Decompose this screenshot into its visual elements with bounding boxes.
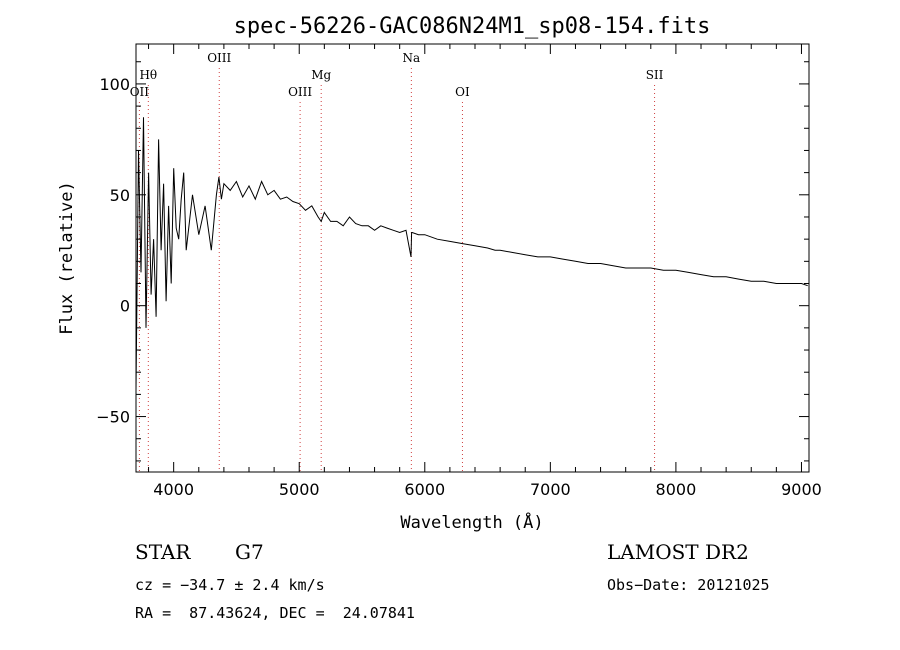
chart-title: spec-56226-GAC086N24M1_sp08-154.fits (234, 14, 711, 39)
emission-line-label: Mg (311, 68, 331, 82)
y-tick-label: 50 (110, 186, 130, 205)
y-tick-label: 0 (120, 297, 130, 316)
object-class: STAR (135, 540, 191, 564)
x-tick-label: 5000 (279, 480, 320, 499)
emission-line-label: OII (130, 85, 150, 99)
emission-line-labels: OII Hθ OIII OIII Mg Na OI SII (130, 51, 664, 99)
emission-line-label: OI (455, 85, 470, 99)
emission-line-label: Na (403, 51, 421, 65)
x-tick-label: 6000 (404, 480, 445, 499)
emission-line-label: OIII (207, 51, 231, 65)
x-tick-label: 9000 (781, 480, 822, 499)
emission-line-label: SII (646, 68, 664, 82)
object-subclass: G7 (235, 540, 264, 564)
x-axis-label: Wavelength (Å) (400, 511, 543, 533)
x-tick-label: 4000 (153, 480, 194, 499)
emission-line-label: OIII (288, 85, 312, 99)
x-axis: 4000 5000 6000 7000 8000 9000 (148, 44, 822, 499)
emission-line-label: Hθ (139, 68, 157, 82)
observation-date: Obs−Date: 20121025 (607, 576, 770, 594)
x-tick-label: 8000 (656, 480, 697, 499)
survey-name: LAMOST DR2 (607, 540, 749, 564)
spectrum-series-line (135, 117, 808, 390)
emission-line-markers (138, 68, 656, 472)
y-axis-label: Flux (relative) (57, 181, 77, 335)
redshift-info: cz = −34.7 ± 2.4 km/s (135, 576, 325, 594)
plot-frame (135, 43, 810, 473)
y-tick-label: −50 (96, 408, 130, 427)
y-tick-label: 100 (99, 75, 130, 94)
x-tick-label: 7000 (530, 480, 571, 499)
y-axis: −50 0 50 100 (96, 61, 809, 462)
sky-coordinates: RA = 87.43624, DEC = 24.07841 (135, 604, 415, 622)
